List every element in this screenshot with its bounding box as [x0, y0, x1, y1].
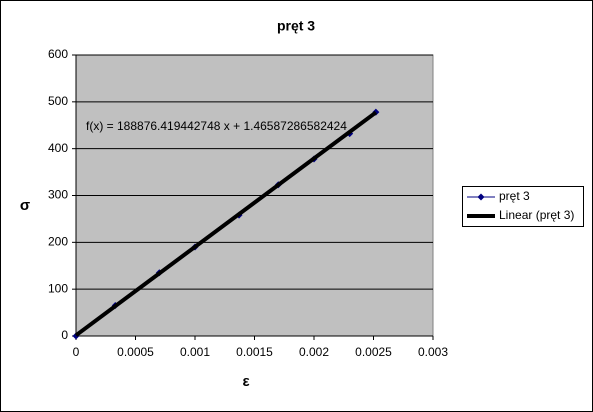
legend-label: Linear (pręt 3)	[499, 208, 574, 222]
legend-label: pręt 3	[499, 189, 530, 203]
series-line	[74, 110, 378, 337]
x-tick-label: 0.0025	[355, 345, 392, 359]
y-tick-label: 300	[48, 188, 68, 202]
chart-title: pręt 3	[277, 18, 315, 34]
y-axis-label: σ	[20, 197, 30, 214]
x-tick-label: 0	[73, 345, 80, 359]
x-axis-label: ε	[242, 373, 249, 390]
legend-marker	[477, 193, 485, 201]
y-tick-label: 0	[61, 328, 68, 342]
y-tick-label: 100	[48, 281, 68, 295]
y-tick-label: 500	[48, 94, 68, 108]
x-tick-label: 0.003	[418, 345, 448, 359]
x-tick-label: 0.001	[180, 345, 210, 359]
legend-box	[462, 186, 584, 227]
y-tick-label: 400	[48, 141, 68, 155]
x-tick-label: 0.002	[299, 345, 329, 359]
x-tick-label: 0.0005	[117, 345, 154, 359]
annotation: f(x) = 188876.419442748 x + 1.4658728658…	[86, 119, 347, 133]
y-tick-label: 200	[48, 235, 68, 249]
y-tick-label: 600	[48, 47, 68, 61]
x-tick-label: 0.0015	[236, 345, 273, 359]
